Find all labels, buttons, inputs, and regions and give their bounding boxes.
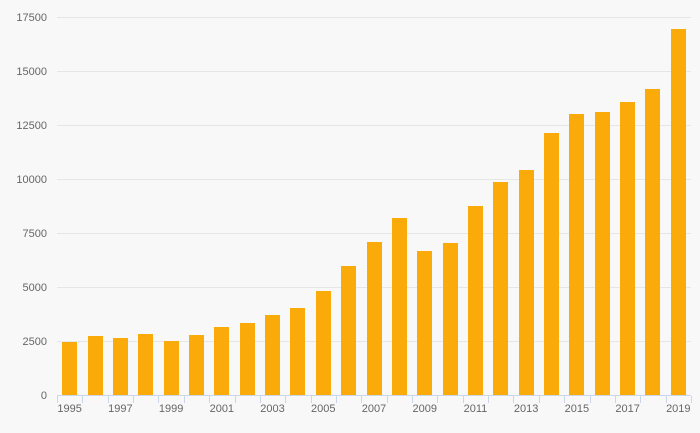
bar-2014[interactable]: [544, 133, 560, 396]
x-axis-label-2015: 2015: [564, 403, 590, 415]
bar-1998[interactable]: [138, 334, 154, 396]
bar-2004[interactable]: [290, 307, 306, 396]
x-axis-tick: [285, 396, 287, 403]
y-axis-label-15000: 15000: [16, 66, 47, 78]
gridline-15000: [57, 71, 691, 72]
x-axis-tick: [158, 396, 160, 403]
gridline-10000: [57, 179, 691, 180]
x-axis-label-2017: 2017: [615, 403, 640, 415]
gridline-17500: [57, 17, 691, 18]
x-axis-tick: [691, 396, 692, 403]
x-axis-tick: [310, 396, 312, 403]
x-axis-label-2001: 2001: [209, 403, 235, 415]
x-axis-label-2011: 2011: [463, 403, 488, 415]
bar-2006[interactable]: [341, 265, 357, 396]
y-axis-label-5000: 5000: [22, 282, 47, 294]
x-axis-tick: [259, 396, 261, 403]
x-axis-tick: [386, 396, 388, 403]
x-axis-label-2003: 2003: [260, 403, 285, 415]
bar-2016[interactable]: [594, 112, 610, 396]
bar-2000[interactable]: [188, 334, 204, 396]
x-axis-label-2019: 2019: [666, 403, 691, 415]
x-axis-tick: [107, 396, 109, 403]
gridline-12500: [57, 125, 691, 126]
x-axis-tick: [412, 396, 414, 403]
bar-2007[interactable]: [366, 241, 382, 396]
y-axis-label-2500: 2500: [22, 336, 47, 348]
x-axis-tick: [209, 396, 211, 403]
bar-2003[interactable]: [265, 314, 281, 396]
x-axis-tick: [82, 396, 84, 403]
x-axis-line: [57, 395, 691, 396]
bar-1997[interactable]: [112, 337, 128, 396]
x-axis-tick: [437, 396, 439, 403]
bar-2015[interactable]: [569, 114, 585, 396]
x-axis-tick: [183, 396, 185, 403]
x-axis-tick: [589, 396, 591, 403]
x-axis-tick: [361, 396, 363, 403]
x-axis-tick: [564, 396, 566, 403]
y-axis-label-17500: 17500: [16, 12, 47, 24]
plot-area: [57, 17, 691, 396]
x-axis-tick: [133, 396, 135, 403]
x-axis-label-2009: 2009: [412, 403, 437, 415]
y-axis-label-10000: 10000: [16, 174, 47, 186]
x-axis-label-2007: 2007: [361, 403, 387, 415]
x-axis-label-1995: 1995: [57, 403, 82, 415]
gridline-7500: [57, 233, 691, 234]
bar-2002[interactable]: [239, 323, 255, 396]
bar-2018[interactable]: [645, 89, 661, 396]
y-axis-label-0: 0: [40, 390, 47, 402]
bar-1999[interactable]: [163, 340, 179, 396]
x-axis-label-1999: 1999: [158, 403, 184, 415]
x-axis-tick: [538, 396, 540, 403]
bar-1996[interactable]: [87, 335, 103, 396]
bar-2005[interactable]: [315, 290, 331, 396]
x-axis-tick: [488, 396, 490, 403]
bar-2017[interactable]: [620, 102, 636, 396]
bar-2013[interactable]: [518, 170, 534, 396]
bar-2019[interactable]: [670, 29, 686, 396]
x-axis-tick: [665, 396, 667, 403]
bar-2011[interactable]: [467, 205, 483, 396]
x-axis-tick: [335, 396, 337, 403]
x-axis-tick: [57, 396, 58, 403]
x-axis-tick: [513, 396, 515, 403]
bar-1995[interactable]: [62, 342, 78, 396]
bar-2012[interactable]: [493, 181, 509, 396]
y-axis-label-12500: 12500: [16, 120, 47, 132]
x-axis-tick: [614, 396, 616, 403]
x-axis-label-2013: 2013: [513, 403, 539, 415]
y-axis-label-7500: 7500: [22, 228, 47, 240]
bar-2009[interactable]: [417, 250, 433, 396]
bar-2008[interactable]: [391, 217, 407, 396]
x-axis-label-1997: 1997: [108, 403, 133, 415]
bar-2010[interactable]: [442, 243, 458, 396]
x-axis-label-2005: 2005: [311, 403, 336, 415]
x-axis-tick: [234, 396, 236, 403]
x-axis-tick: [462, 396, 464, 403]
x-axis-tick: [640, 396, 642, 403]
bar-2001[interactable]: [214, 327, 230, 396]
